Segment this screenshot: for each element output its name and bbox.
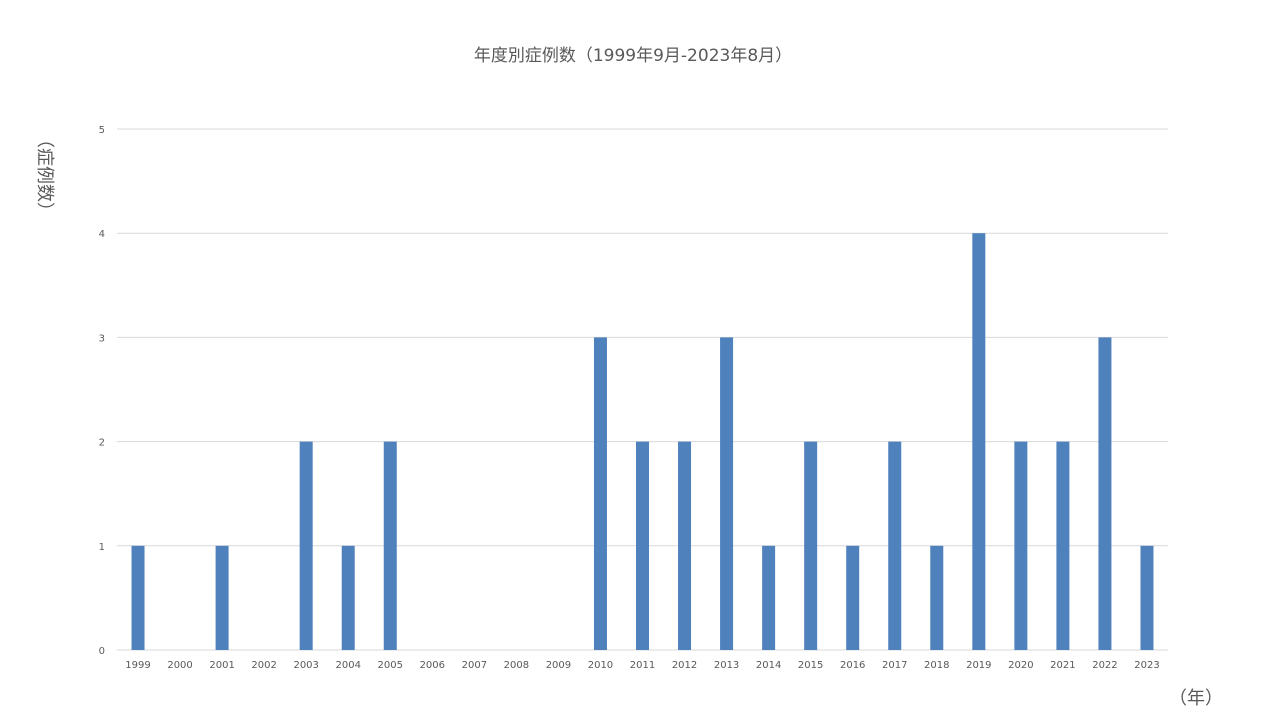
x-tick-label: 2003 [293, 660, 318, 671]
bar-2004 [341, 545, 355, 650]
y-tick-label: 5 [99, 125, 105, 136]
x-tick-label: 2004 [335, 660, 360, 671]
x-tick-label: 2001 [209, 660, 234, 671]
bar-1999 [131, 545, 145, 650]
y-tick-label: 2 [99, 438, 105, 449]
y-tick-label: 0 [99, 646, 105, 657]
y-axis-ticks: 0 1 2 3 4 5 [99, 125, 105, 657]
x-tick-label: 2002 [251, 660, 276, 671]
bar-2010 [593, 337, 607, 650]
bar-2018 [930, 545, 944, 650]
x-tick-label: 2010 [588, 660, 613, 671]
chart-title: 年度別症例数（1999年9月-2023年8月） [474, 46, 792, 66]
x-tick-label: 2006 [420, 660, 445, 671]
x-tick-label: 2014 [756, 660, 781, 671]
x-tick-label: 2022 [1092, 660, 1117, 671]
bar-2022 [1098, 337, 1112, 650]
bar-2003 [299, 441, 313, 650]
y-axis-title-text: （症例数） [34, 130, 55, 220]
bars [131, 233, 1154, 650]
x-tick-label: 2023 [1134, 660, 1159, 671]
y-axis-title: （症例数） [34, 130, 55, 220]
bar-2016 [846, 545, 860, 650]
bar-2019 [972, 233, 986, 650]
x-tick-label: 1999 [125, 660, 150, 671]
bar-2001 [215, 545, 229, 650]
x-tick-label: 2016 [840, 660, 865, 671]
x-axis-title: （年） [1169, 688, 1223, 709]
x-tick-label: 2011 [630, 660, 655, 671]
x-tick-label: 2012 [672, 660, 697, 671]
bar-2021 [1056, 441, 1070, 650]
x-tick-label: 2015 [798, 660, 823, 671]
x-tick-label: 2021 [1050, 660, 1075, 671]
bar-2005 [383, 441, 397, 650]
x-tick-label: 2005 [378, 660, 403, 671]
bar-2011 [636, 441, 649, 650]
x-tick-label: 2009 [546, 660, 571, 671]
y-tick-label: 1 [99, 542, 105, 553]
y-tick-label: 3 [99, 333, 105, 344]
bar-2017 [888, 441, 902, 650]
bar-2020 [1014, 441, 1028, 650]
x-tick-label: 2000 [167, 660, 192, 671]
bar-2023 [1140, 545, 1154, 650]
x-tick-label: 2008 [504, 660, 529, 671]
bar-2012 [678, 441, 692, 650]
x-tick-label: 2013 [714, 660, 739, 671]
x-tick-label: 2007 [462, 660, 487, 671]
y-tick-label: 4 [99, 229, 105, 240]
x-tick-label: 2019 [966, 660, 991, 671]
x-tick-label: 2018 [924, 660, 949, 671]
bar-2015 [804, 441, 818, 650]
x-tick-label: 2017 [882, 660, 907, 671]
x-tick-label: 2020 [1008, 660, 1033, 671]
bar-2014 [762, 545, 776, 650]
bar-2013 [720, 337, 734, 650]
x-axis-ticks: 1999 2000 2001 2002 2003 2004 2005 2006 2007 2008… [125, 660, 1159, 671]
